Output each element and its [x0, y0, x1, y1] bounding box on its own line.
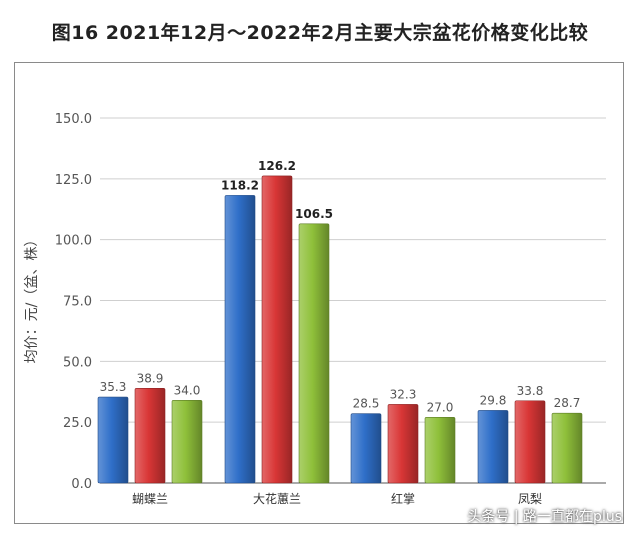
y-tick-label: 50.0	[63, 355, 92, 370]
x-category-label: 红掌	[391, 491, 415, 506]
value-label: 106.5	[295, 207, 333, 221]
bar	[477, 410, 509, 484]
bar	[261, 175, 293, 484]
y-axis-label: 均价：元/（盆、株）	[24, 233, 40, 364]
value-label: 38.9	[137, 371, 164, 385]
bar	[387, 404, 419, 484]
value-label: 33.8	[517, 384, 544, 398]
x-category-label: 大花蕙兰	[253, 491, 301, 506]
watermark-text: 头条号 | 路一直都在plus	[467, 509, 622, 525]
value-label: 118.2	[221, 178, 259, 192]
value-label: 27.0	[427, 400, 454, 414]
value-labels: 35.3 38.9 34.0 118.2 126.2 106.5 28.5 32.3 27.0 2…	[100, 159, 581, 414]
value-label: 126.2	[258, 159, 296, 173]
bar	[551, 412, 583, 484]
bars	[97, 175, 583, 484]
bar	[298, 223, 330, 484]
x-category-label: 凤梨	[518, 492, 542, 506]
y-tick-label: 150.0	[55, 112, 92, 127]
bar	[224, 195, 256, 484]
x-category-label: 蝴蝶兰	[132, 491, 168, 506]
value-label: 28.7	[554, 396, 581, 410]
y-tick-labels: 0.0 25.0 50.0 75.0 100.0 125.0 150.0	[55, 112, 92, 492]
y-tick-label: 0.0	[71, 477, 92, 492]
value-label: 29.8	[480, 393, 507, 407]
bar	[514, 400, 546, 484]
bar	[350, 413, 382, 484]
bar	[97, 396, 129, 484]
y-tick-label: 125.0	[55, 173, 92, 188]
chart-title: 图16 2021年12月～2022年2月主要大宗盆花价格变化比较	[51, 22, 589, 44]
bar	[424, 416, 456, 484]
value-label: 32.3	[390, 387, 417, 401]
value-label: 34.0	[174, 383, 201, 397]
value-label: 28.5	[353, 397, 380, 411]
y-tick-label: 75.0	[63, 295, 92, 310]
bar	[134, 388, 166, 484]
chart-frame	[14, 62, 624, 524]
y-tick-label: 25.0	[63, 416, 92, 431]
value-label: 35.3	[100, 380, 127, 394]
bar	[171, 399, 203, 484]
y-tick-label: 100.0	[55, 234, 92, 249]
x-category-labels: 蝴蝶兰 大花蕙兰 红掌 凤梨	[132, 491, 542, 506]
